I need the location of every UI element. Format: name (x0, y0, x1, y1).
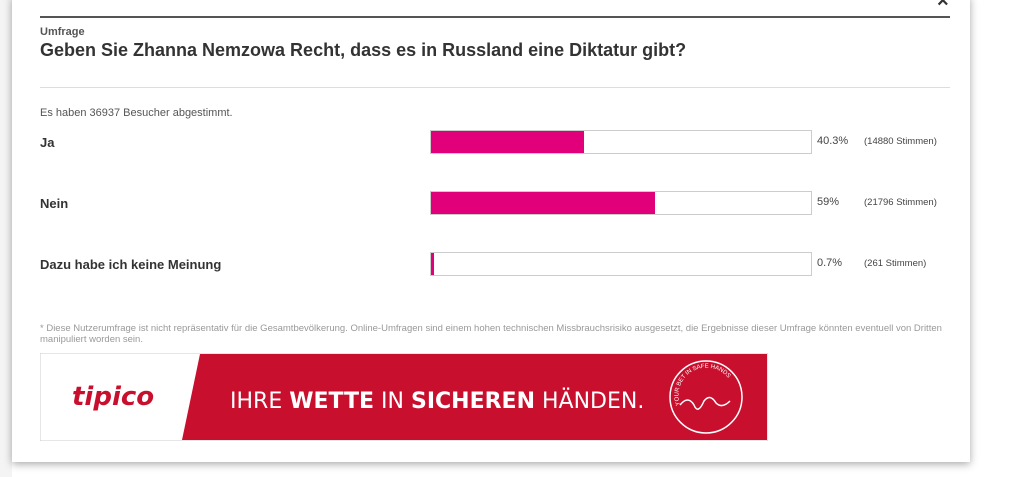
footnote: * Diese Nutzerumfrage ist nicht repräsen… (40, 323, 942, 345)
votes-label: (14880 Stimmen) (864, 136, 937, 147)
percent-label: 40.3% (817, 135, 849, 147)
ad-slogan-part: WETTE (289, 389, 374, 414)
top-rule (40, 16, 950, 18)
bar (431, 253, 434, 275)
poll-title: Geben Sie Zhanna Nemzowa Recht, dass es … (40, 40, 687, 60)
poll-option: Ja 40.3% (14880 Stimmen) (40, 130, 960, 154)
bar-track (430, 130, 812, 154)
ad-slogan-part: IHRE (230, 389, 289, 414)
bar (431, 131, 585, 153)
kicker: Umfrage (40, 26, 85, 38)
ad-slogan-part: IN (374, 389, 411, 414)
divider (40, 87, 950, 88)
background-edge (0, 0, 12, 477)
option-label: Ja (40, 135, 55, 150)
option-label: Dazu habe ich keine Meinung (40, 257, 222, 272)
option-label: Nein (40, 196, 69, 211)
ad-slogan-part: HÄNDEN. (535, 388, 644, 414)
ad-slogan-part: SICHEREN (411, 389, 535, 414)
ad-logo: tipico (72, 382, 154, 412)
bar-track (430, 252, 812, 276)
poll-option: Dazu habe ich keine Meinung 0.7% (261 Stim… (40, 252, 960, 276)
poll-option: Nein 59% (21796 Stimmen) (40, 191, 960, 215)
close-button[interactable]: × (937, 0, 949, 12)
poll-modal: × Umfrage Geben Sie Zhanna Nemzowa Recht… (12, 0, 970, 462)
percent-label: 0.7% (817, 257, 843, 269)
votes-label: (21796 Stimmen) (864, 197, 937, 208)
ad-banner[interactable]: tipico IHRE WETTE IN SICHEREN HÄNDEN. YO… (40, 353, 768, 441)
summary: Es haben 36937 Besucher abgestimmt. (40, 107, 233, 119)
ad-slogan: IHRE WETTE IN SICHEREN HÄNDEN. (230, 388, 644, 414)
bar (431, 192, 656, 214)
votes-label: (261 Stimmen) (864, 258, 927, 269)
percent-label: 59% (817, 196, 840, 208)
bar-track (430, 191, 812, 215)
